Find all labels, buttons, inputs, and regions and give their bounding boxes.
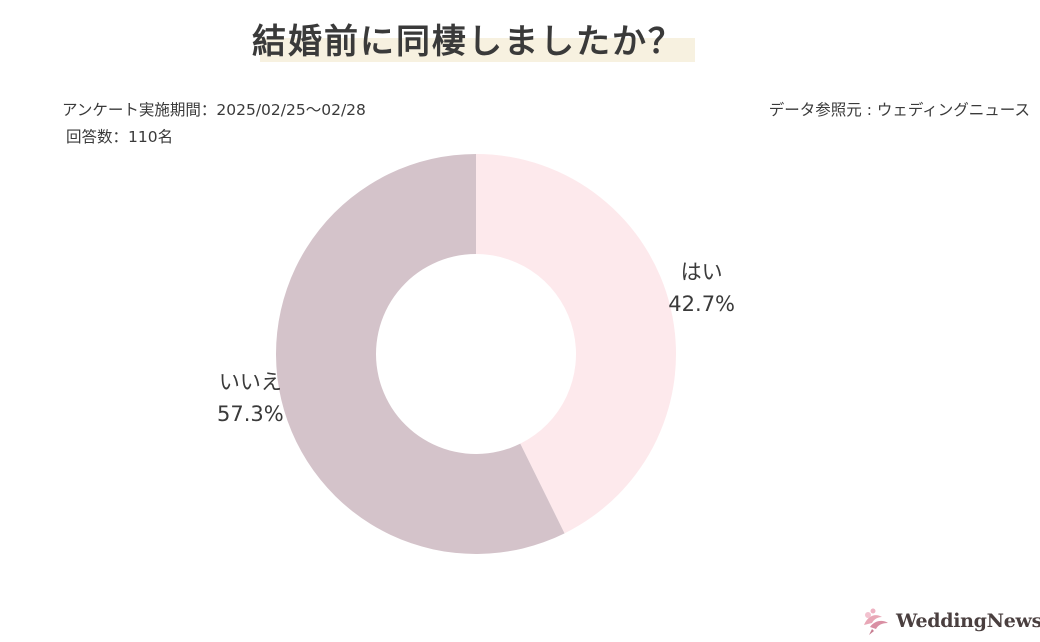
label-no-name: いいえ [219, 370, 282, 394]
label-yes-value: 42.7% [668, 292, 735, 316]
survey-info: アンケート実施期間：2025/02/25〜02/28 回答数：110名 [62, 97, 366, 151]
chart-title-wrap: 結婚前に同棲しましたか？ [252, 18, 695, 70]
label-no-value: 57.3% [217, 402, 284, 426]
weddingnews-logo: WeddingNews [860, 604, 1040, 638]
survey-period: アンケート実施期間：2025/02/25〜02/28 [62, 101, 366, 119]
survey-respondents: 回答数：110名 [66, 128, 174, 146]
logo-text: WeddingNews [896, 610, 1040, 632]
slice-yes [476, 154, 676, 534]
donut-slices [275, 154, 676, 554]
data-source: データ参照元 : ウェディングニュース [768, 101, 1030, 119]
slice-labels: はい 42.7% いいえ 57.3% [217, 260, 735, 426]
label-yes-name: はい [681, 260, 723, 284]
slice-no [275, 154, 565, 554]
title-highlight-bar [260, 38, 695, 62]
chart-title: 結婚前に同棲しましたか？ [252, 22, 684, 62]
dove-flower-logo-icon [864, 608, 888, 635]
